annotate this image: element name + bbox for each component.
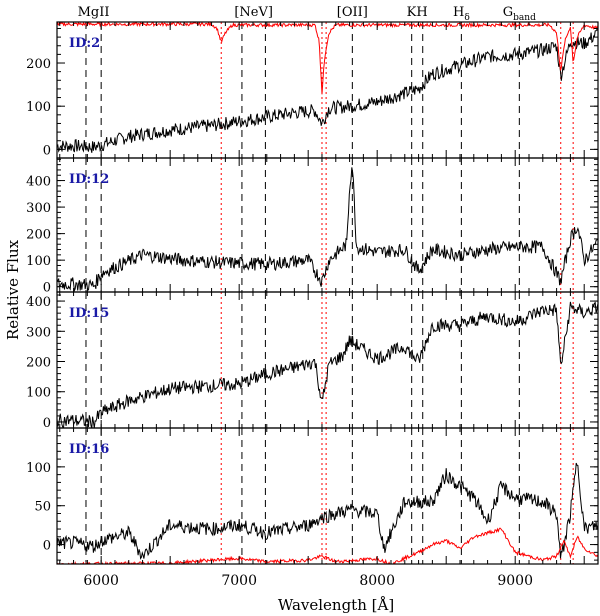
y-tick-label: 100 [26,461,51,476]
spectrum-series [57,301,598,428]
spectrum-series [57,22,598,95]
panel: 0 100 200 300 400 ID:12 [26,157,599,296]
feature-label: Gband [503,5,536,23]
x-tick-label: 6000 [83,573,119,589]
panel: 0 50 100 ID:16 [26,427,599,565]
y-tick-label: 100 [26,100,51,115]
y-tick-label: 200 [26,356,51,371]
spectrum-series [57,28,598,153]
panel: 0 100 200 ID:2 [26,21,599,159]
spectra-panels: 0 100 200 ID:2 0 100 200 300 400 ID:12 0 100 200 300 4… [26,21,599,565]
feature-labels: MgII [NeV] [OII] KH Hδ Gband [78,5,536,23]
panel-id-label: ID:16 [69,442,109,457]
y-tick-label: 400 [26,175,51,190]
y-tick-label: 100 [26,386,51,401]
spectrum-series [57,527,598,564]
y-tick-label: 100 [26,254,51,269]
panel: 0 100 200 300 400 ID:15 [26,291,599,431]
feature-label: MgII [78,5,110,20]
panel-id-label: ID:2 [69,36,100,51]
y-axis-label: Relative Flux [4,239,22,340]
y-tick-label: 0 [43,281,51,296]
y-tick-label: 200 [26,57,51,72]
feature-label: [OII] [337,5,368,20]
spectrum-series [57,462,598,560]
panel-frame [56,291,599,429]
y-tick-label: 50 [34,500,51,515]
y-tick-label: 0 [43,416,51,431]
panel-frame [56,157,599,293]
x-tick-label: 7000 [221,573,257,589]
panel-id-label: ID:15 [69,306,109,321]
feature-label: Hδ [453,5,470,23]
y-tick-label: 400 [26,295,51,310]
y-tick-label: 0 [43,539,51,554]
x-axis-label: Wavelength [Å] [278,596,394,614]
x-axis: 6000 7000 8000 9000 [83,573,533,589]
y-tick-label: 0 [43,143,51,158]
feature-label: [NeV] [234,5,273,20]
feature-label: KH [407,5,428,20]
y-tick-label: 300 [26,201,51,216]
spectrum-series [57,167,598,292]
y-tick-label: 300 [26,325,51,340]
panel-id-label: ID:12 [69,172,109,187]
x-tick-label: 9000 [497,573,533,589]
y-tick-label: 200 [26,228,51,243]
panel-frame [56,427,599,565]
x-tick-label: 8000 [359,573,395,589]
